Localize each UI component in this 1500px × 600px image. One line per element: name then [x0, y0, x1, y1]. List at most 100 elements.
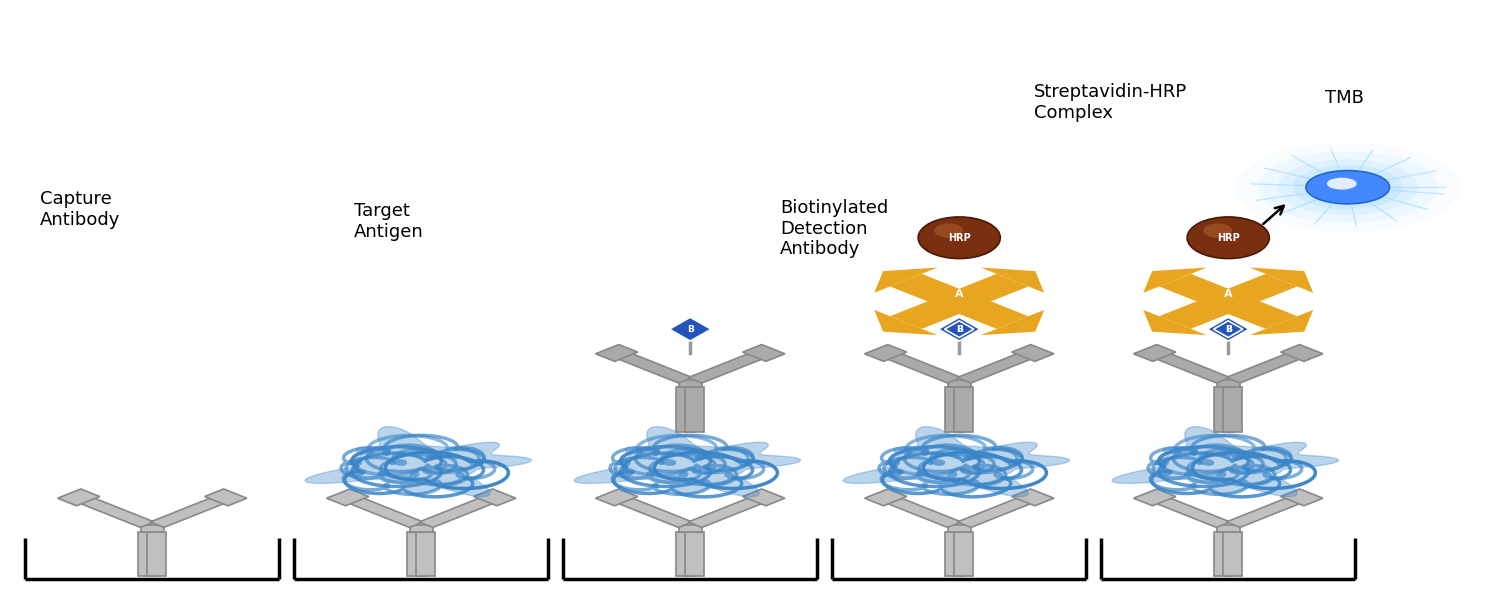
Polygon shape: [596, 489, 638, 506]
Polygon shape: [1250, 310, 1312, 335]
Polygon shape: [879, 494, 962, 527]
Bar: [676, 388, 696, 432]
Bar: [1222, 388, 1242, 432]
Polygon shape: [939, 317, 980, 341]
Polygon shape: [874, 268, 938, 293]
Polygon shape: [610, 350, 692, 383]
Bar: [686, 532, 705, 577]
Text: B: B: [1226, 325, 1232, 334]
Bar: [1222, 532, 1242, 577]
Bar: [141, 524, 164, 532]
Polygon shape: [669, 317, 711, 341]
Text: A: A: [956, 289, 963, 299]
Polygon shape: [1160, 274, 1244, 308]
Bar: [678, 524, 702, 532]
Text: A: A: [1224, 289, 1233, 299]
Ellipse shape: [1203, 223, 1231, 238]
Polygon shape: [864, 344, 907, 361]
Polygon shape: [688, 350, 771, 383]
Polygon shape: [1011, 489, 1054, 506]
Bar: [676, 532, 696, 577]
Text: Capture
Antibody: Capture Antibody: [40, 190, 120, 229]
Polygon shape: [981, 268, 1044, 293]
Bar: [938, 292, 981, 310]
Ellipse shape: [1186, 217, 1269, 259]
Bar: [954, 388, 974, 432]
Polygon shape: [879, 350, 962, 383]
Polygon shape: [474, 489, 516, 506]
Bar: [138, 532, 158, 577]
Polygon shape: [945, 321, 974, 337]
Polygon shape: [1281, 344, 1323, 361]
Ellipse shape: [934, 223, 963, 238]
Polygon shape: [1148, 494, 1230, 527]
Bar: [416, 532, 435, 577]
Polygon shape: [1134, 344, 1176, 361]
Text: B: B: [1226, 325, 1232, 334]
Bar: [406, 532, 426, 577]
Polygon shape: [688, 494, 771, 527]
Ellipse shape: [918, 217, 1001, 259]
Text: B: B: [956, 325, 963, 334]
Polygon shape: [1226, 494, 1308, 527]
Bar: [1216, 524, 1240, 532]
Polygon shape: [742, 344, 784, 361]
Text: HRP: HRP: [1216, 233, 1239, 243]
Bar: [410, 524, 434, 532]
Bar: [147, 532, 166, 577]
Polygon shape: [957, 494, 1040, 527]
Polygon shape: [574, 427, 801, 497]
Polygon shape: [1160, 295, 1244, 329]
Polygon shape: [944, 295, 1029, 329]
Polygon shape: [1143, 268, 1206, 293]
Text: Biotinylated
Detection
Antibody: Biotinylated Detection Antibody: [780, 199, 888, 259]
Polygon shape: [1011, 344, 1054, 361]
Polygon shape: [610, 494, 692, 527]
Bar: [678, 380, 702, 388]
Polygon shape: [150, 494, 232, 527]
Text: B: B: [687, 325, 693, 334]
Polygon shape: [204, 489, 248, 506]
Polygon shape: [1226, 350, 1308, 383]
Polygon shape: [742, 489, 784, 506]
Polygon shape: [944, 274, 1029, 308]
Polygon shape: [419, 494, 501, 527]
Bar: [686, 388, 705, 432]
Polygon shape: [1112, 427, 1338, 497]
Bar: [1214, 532, 1233, 577]
Polygon shape: [957, 350, 1040, 383]
Polygon shape: [1143, 310, 1206, 335]
Polygon shape: [981, 310, 1044, 335]
Polygon shape: [304, 427, 531, 497]
Circle shape: [1328, 178, 1356, 190]
Polygon shape: [596, 344, 638, 361]
Polygon shape: [890, 274, 975, 308]
Text: B: B: [956, 325, 963, 334]
Bar: [1216, 380, 1240, 388]
Bar: [948, 524, 970, 532]
Text: HRP: HRP: [948, 233, 970, 243]
Circle shape: [1258, 152, 1437, 223]
Bar: [1206, 292, 1251, 310]
Polygon shape: [864, 489, 907, 506]
Text: Streptavidin-HRP
Complex: Streptavidin-HRP Complex: [1034, 83, 1187, 122]
Polygon shape: [1148, 350, 1230, 383]
Bar: [945, 388, 964, 432]
Circle shape: [1293, 165, 1402, 209]
Text: TMB: TMB: [1326, 89, 1364, 107]
Circle shape: [1306, 170, 1389, 204]
Polygon shape: [1212, 295, 1298, 329]
Bar: [948, 380, 970, 388]
Polygon shape: [340, 494, 423, 527]
Bar: [945, 532, 964, 577]
Polygon shape: [72, 494, 154, 527]
Polygon shape: [1250, 268, 1312, 293]
Polygon shape: [1208, 317, 1249, 341]
Polygon shape: [843, 427, 1070, 497]
Polygon shape: [327, 489, 369, 506]
Polygon shape: [57, 489, 100, 506]
Polygon shape: [890, 295, 975, 329]
Circle shape: [1236, 143, 1460, 232]
Polygon shape: [1134, 489, 1176, 506]
Polygon shape: [874, 310, 938, 335]
